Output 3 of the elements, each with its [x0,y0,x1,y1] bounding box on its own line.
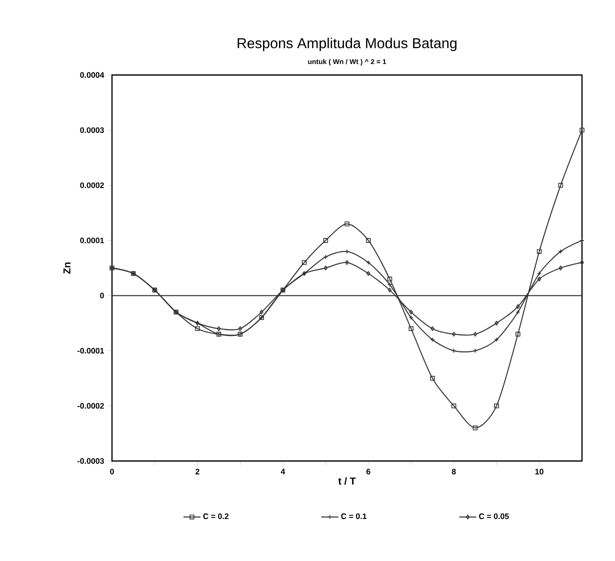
x-axis-title: t / T [338,477,356,485]
y-axis-title: Zn [64,262,70,274]
chart-title: Respons Amplituda Modus Batang [238,38,456,52]
